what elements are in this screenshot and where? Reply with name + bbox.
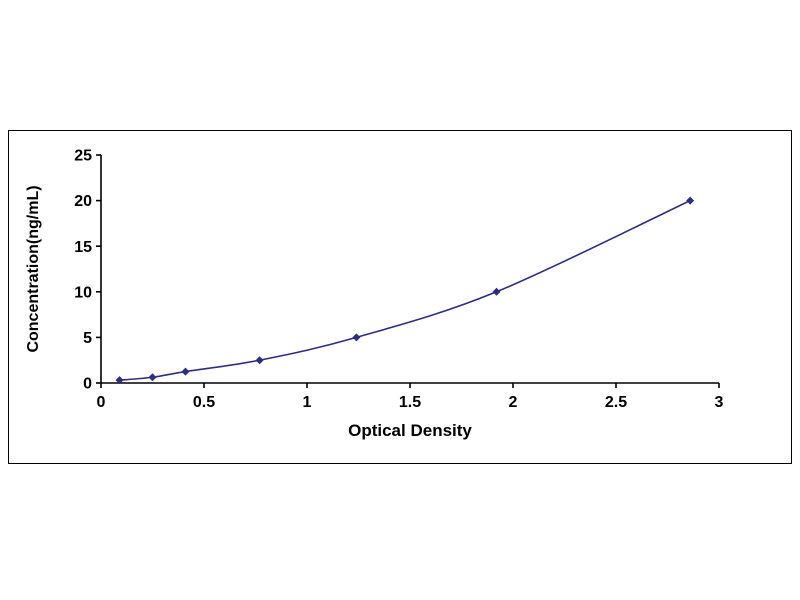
- y-tick-label: 10: [74, 284, 92, 301]
- y-tick-label: 20: [74, 193, 92, 210]
- y-tick-label: 15: [74, 239, 92, 256]
- chart-svg: 0 5 10 15 20 25 0 0.5 1 1.5 2 2.5 3: [74, 148, 724, 411]
- data-point-marker: [255, 356, 264, 365]
- x-tick-label: 0.5: [193, 394, 215, 411]
- standard-curve-line: [119, 199, 691, 381]
- data-point-marker: [492, 287, 501, 296]
- x-tick-label: 3: [715, 394, 724, 411]
- x-axis-title: Optical Density: [348, 421, 472, 440]
- x-tick-label: 2.5: [605, 394, 627, 411]
- data-point-marker: [686, 196, 695, 205]
- x-tick-label: 1: [303, 394, 312, 411]
- data-point-marker: [115, 376, 124, 385]
- y-axis-title: Concentration(ng/mL): [25, 185, 42, 353]
- y-tick-label: 0: [83, 376, 92, 393]
- y-tick-label: 25: [74, 148, 92, 165]
- data-point-marker: [352, 333, 361, 342]
- elisa-standard-curve-figure: 0 5 10 15 20 25 0 0.5 1 1.5 2 2.5 3 Concentration(ng…: [8, 130, 792, 464]
- data-point-marker: [181, 367, 190, 376]
- x-tick-label: 1.5: [399, 394, 421, 411]
- y-tick-label: 5: [83, 330, 92, 347]
- data-point-marker: [148, 373, 157, 382]
- x-tick-label: 0: [97, 394, 106, 411]
- x-tick-label: 2: [509, 394, 518, 411]
